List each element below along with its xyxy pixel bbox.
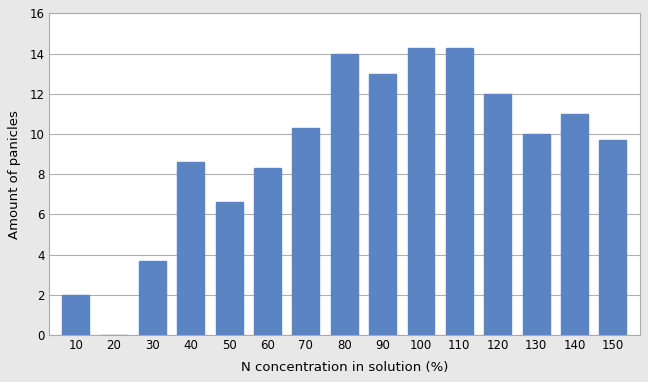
X-axis label: N concentration in solution (%): N concentration in solution (%) bbox=[240, 361, 448, 374]
Bar bbox=[484, 94, 511, 335]
Bar bbox=[446, 47, 473, 335]
Bar bbox=[599, 140, 626, 335]
Bar bbox=[369, 74, 396, 335]
Bar bbox=[292, 128, 319, 335]
Y-axis label: Amount of panicles: Amount of panicles bbox=[8, 110, 21, 239]
Bar bbox=[254, 168, 281, 335]
Bar bbox=[62, 295, 89, 335]
Bar bbox=[216, 202, 242, 335]
Bar bbox=[139, 261, 166, 335]
Bar bbox=[408, 47, 434, 335]
Bar bbox=[561, 114, 588, 335]
Bar bbox=[523, 134, 550, 335]
Bar bbox=[178, 162, 204, 335]
Bar bbox=[331, 53, 358, 335]
